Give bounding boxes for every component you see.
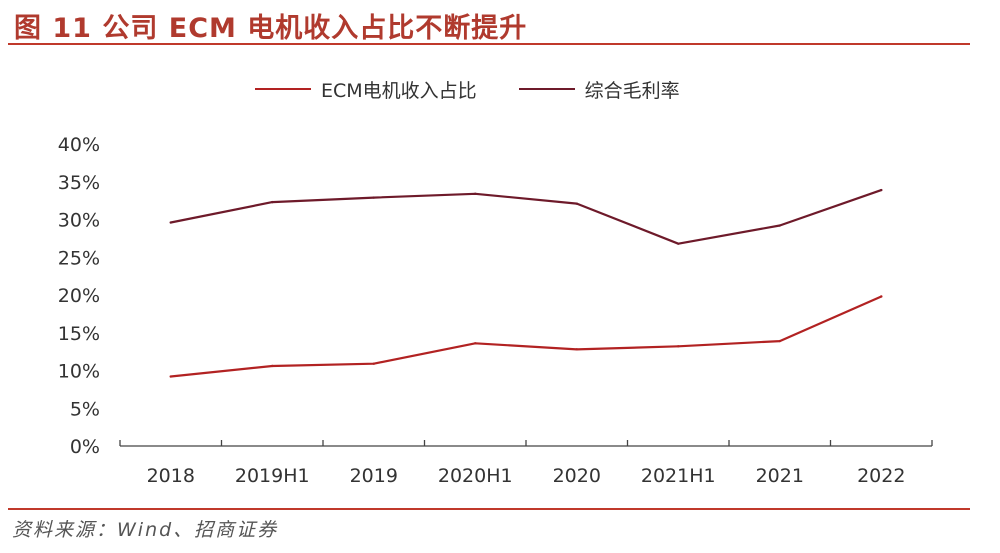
data-point-ecm-share bbox=[880, 295, 883, 298]
x-tick-label: 2018 bbox=[147, 465, 195, 487]
x-tick-label: 2022 bbox=[857, 465, 905, 487]
data-point-gross-margin bbox=[372, 196, 375, 199]
legend-swatch-margin bbox=[518, 88, 575, 90]
series-lines bbox=[169, 188, 883, 378]
y-tick-label: 0% bbox=[70, 436, 100, 458]
data-point-ecm-share bbox=[677, 345, 680, 348]
x-axis: 2018 2019H1 2019 2020H1 2020 2021H1 2021 2022 bbox=[119, 440, 933, 487]
data-point-gross-margin bbox=[778, 224, 781, 227]
data-point-gross-margin bbox=[880, 188, 883, 192]
x-tick-label: 2020 bbox=[553, 465, 601, 487]
series-line-gross-margin bbox=[169, 189, 883, 245]
x-tick-label: 2019 bbox=[350, 465, 398, 487]
data-point-ecm-share bbox=[778, 339, 781, 343]
legend-label-margin: 综合毛利率 bbox=[584, 79, 680, 102]
data-point-ecm-share bbox=[372, 362, 375, 365]
y-tick-label: 40% bbox=[58, 134, 100, 156]
data-point-ecm-share bbox=[474, 342, 477, 345]
x-tick-label: 2019H1 bbox=[235, 465, 310, 487]
x-tick-label: 2021H1 bbox=[641, 465, 716, 487]
data-point-gross-margin bbox=[169, 221, 172, 224]
series-line-ecm-share bbox=[169, 295, 883, 378]
y-tick-label: 35% bbox=[58, 172, 100, 194]
legend-item-margin: 综合毛利率 bbox=[518, 76, 680, 103]
legend: ECM电机收入占比 综合毛利率 bbox=[255, 74, 680, 104]
x-tick-label: 2021 bbox=[756, 465, 804, 487]
data-point-gross-margin bbox=[474, 192, 477, 196]
legend-swatch-ecm bbox=[255, 88, 311, 90]
y-tick-label: 25% bbox=[58, 247, 100, 269]
data-point-ecm-share bbox=[169, 375, 172, 378]
legend-label-ecm: ECM电机收入占比 bbox=[321, 79, 477, 102]
y-tick-label: 5% bbox=[70, 398, 100, 420]
figure-title: 图 11 公司 ECM 电机收入占比不断提升 bbox=[14, 13, 528, 44]
x-tick-label: 2020H1 bbox=[438, 465, 513, 487]
data-point-gross-margin bbox=[271, 200, 274, 204]
y-tick-label: 10% bbox=[58, 361, 100, 383]
y-axis-ticks: 0% 5% 10% 15% 20% 25% 30% 35% 40% bbox=[58, 134, 100, 458]
y-tick-label: 15% bbox=[58, 323, 100, 345]
data-point-gross-margin bbox=[677, 242, 680, 245]
source-note: 资料来源：Wind、招商证券 bbox=[12, 519, 279, 541]
data-point-gross-margin bbox=[575, 202, 578, 205]
source-rule bbox=[8, 508, 970, 510]
y-tick-label: 20% bbox=[58, 285, 100, 307]
y-tick-label: 30% bbox=[58, 210, 100, 232]
title-rule bbox=[8, 43, 970, 45]
legend-item-ecm: ECM电机收入占比 bbox=[255, 76, 477, 103]
data-point-ecm-share bbox=[271, 364, 274, 368]
data-point-ecm-share bbox=[575, 348, 578, 351]
